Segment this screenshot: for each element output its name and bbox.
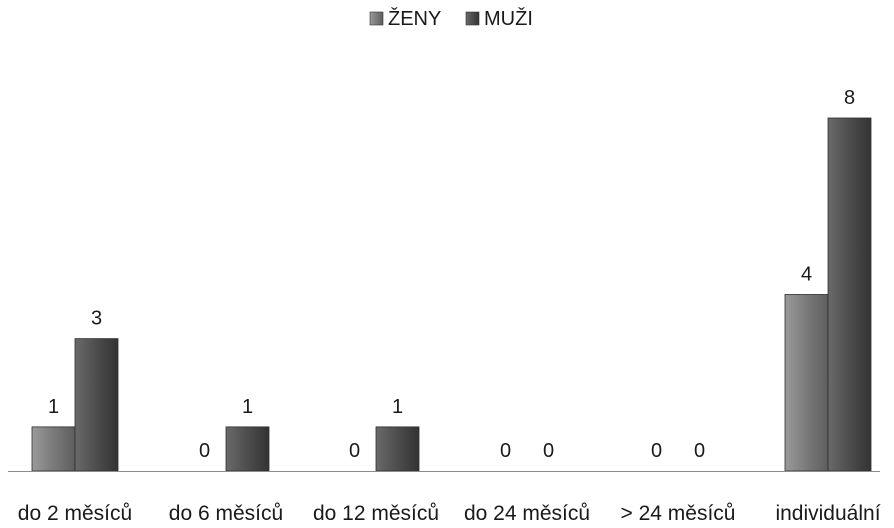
data-label-zeny-3: 0 bbox=[500, 440, 511, 462]
legend-swatch-zeny bbox=[369, 11, 384, 26]
bar-zeny-5 bbox=[784, 294, 829, 472]
category-label-4: > 24 měsíců bbox=[621, 502, 736, 525]
category-label-5: individuální bbox=[775, 502, 880, 525]
bar-muzi-5 bbox=[827, 117, 872, 472]
data-label-zeny-5: 4 bbox=[801, 264, 812, 286]
legend-label-muzi: MUŽI bbox=[484, 7, 533, 30]
legend: ŽENY MUŽI bbox=[369, 7, 533, 30]
legend-swatch-muzi bbox=[465, 11, 480, 26]
data-label-zeny-2: 0 bbox=[349, 440, 360, 462]
data-label-muzi-4: 0 bbox=[694, 440, 705, 462]
data-label-muzi-2: 1 bbox=[392, 396, 403, 418]
data-label-zeny-4: 0 bbox=[651, 440, 662, 462]
bar-muzi-2 bbox=[375, 426, 420, 472]
category-label-3: do 24 měsíců bbox=[464, 502, 590, 525]
legend-label-zeny: ŽENY bbox=[388, 7, 441, 30]
category-label-1: do 6 měsíců bbox=[169, 502, 283, 525]
data-label-muzi-3: 0 bbox=[543, 440, 554, 462]
data-label-zeny-0: 1 bbox=[48, 396, 59, 418]
category-label-0: do 2 měsíců bbox=[18, 502, 132, 525]
bar-muzi-1 bbox=[225, 426, 270, 472]
data-labels-group: 1 3 0 1 0 1 0 0 0 0 4 8 bbox=[48, 87, 855, 462]
bar-muzi-0 bbox=[74, 338, 119, 472]
data-label-muzi-5: 8 bbox=[844, 87, 855, 109]
data-label-muzi-0: 3 bbox=[91, 308, 102, 330]
category-label-2: do 12 měsíců bbox=[313, 502, 439, 525]
data-label-zeny-1: 0 bbox=[199, 440, 210, 462]
data-label-muzi-1: 1 bbox=[242, 396, 253, 418]
bars-group bbox=[31, 117, 872, 472]
category-labels-group: do 2 měsíců do 6 měsíců do 12 měsíců do 24 … bbox=[18, 502, 881, 525]
bar-zeny-0 bbox=[31, 426, 76, 472]
